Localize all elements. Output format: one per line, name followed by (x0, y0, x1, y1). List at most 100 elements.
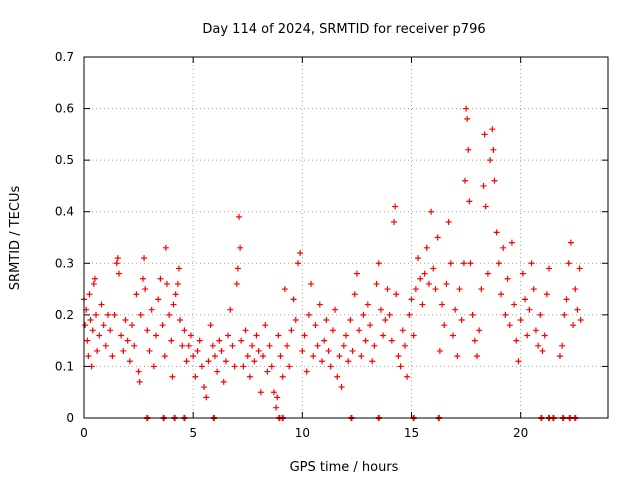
data-point (401, 342, 408, 349)
data-point (577, 317, 584, 324)
data-point (203, 394, 210, 401)
x-tick-label: 0 (80, 426, 88, 440)
data-point (297, 249, 304, 256)
data-point (214, 368, 221, 375)
data-point (86, 291, 93, 298)
data-point (537, 311, 544, 318)
data-point (572, 286, 579, 293)
data-point (461, 177, 468, 184)
data-point (417, 275, 424, 282)
data-point (452, 306, 459, 313)
data-point (445, 219, 452, 226)
data-point (312, 322, 319, 329)
data-point (207, 322, 214, 329)
data-point (201, 384, 208, 391)
data-point (543, 291, 550, 298)
data-point (84, 337, 91, 344)
data-point (464, 115, 471, 122)
data-point (436, 347, 443, 354)
axis-ticks: 0 0.1 0.2 0.3 0.4 0.5 0.6 0.7 0 5 10 15 20 (55, 50, 608, 440)
data-point (463, 105, 470, 112)
data-point (170, 301, 177, 308)
data-point (141, 255, 148, 262)
data-point (471, 337, 478, 344)
data-point (305, 311, 312, 318)
data-point (336, 353, 343, 360)
data-point (371, 342, 378, 349)
data-point (358, 353, 365, 360)
plot-frame (83, 56, 609, 419)
data-point (334, 373, 341, 380)
data-point (181, 327, 188, 334)
data-point (362, 337, 369, 344)
data-point (163, 280, 170, 287)
data-point (136, 378, 143, 385)
data-point (430, 265, 437, 272)
data-point (222, 358, 229, 365)
data-point (508, 239, 515, 246)
data-point (172, 291, 179, 298)
data-point (273, 404, 280, 411)
data-point (169, 373, 176, 380)
data-point (345, 358, 352, 365)
data-point (100, 322, 107, 329)
data-point (441, 322, 448, 329)
data-point (474, 353, 480, 360)
data-point (82, 322, 89, 329)
data-point (274, 394, 281, 401)
data-point (303, 368, 310, 375)
data-point (114, 255, 121, 262)
data-point (522, 296, 529, 303)
data-point (498, 291, 505, 298)
data-point (93, 311, 100, 318)
data-point (122, 317, 129, 324)
data-point (377, 306, 384, 313)
data-point (286, 363, 293, 370)
data-point (353, 270, 360, 277)
data-point (506, 322, 513, 329)
data-point (183, 358, 190, 365)
data-point (500, 244, 507, 251)
data-point (246, 373, 253, 380)
data-point (194, 347, 201, 354)
data-point (137, 311, 144, 318)
data-point (87, 317, 94, 324)
data-point (229, 342, 236, 349)
data-point (535, 342, 542, 349)
data-point (432, 286, 439, 293)
data-point (539, 347, 546, 354)
data-point (478, 286, 485, 293)
data-point (386, 311, 393, 318)
data-point (360, 311, 367, 318)
data-point (109, 353, 116, 360)
data-point (150, 363, 157, 370)
data-point (524, 332, 531, 339)
data-point (489, 126, 496, 133)
data-point (465, 146, 472, 153)
data-point (410, 332, 417, 339)
data-point (118, 332, 125, 339)
data-point (460, 260, 467, 267)
data-point (277, 353, 284, 360)
data-point (212, 353, 218, 360)
data-points (81, 105, 584, 421)
data-point (264, 368, 271, 375)
data-point (102, 342, 109, 349)
data-point (490, 146, 497, 153)
data-point (105, 311, 112, 318)
data-point (369, 358, 376, 365)
data-point (567, 239, 574, 246)
data-point (216, 337, 223, 344)
data-point (332, 306, 339, 313)
data-point (532, 327, 539, 334)
data-point (434, 234, 441, 241)
data-point (484, 270, 491, 277)
data-point (270, 389, 277, 396)
data-point (294, 260, 301, 267)
data-point (329, 327, 336, 334)
data-point (227, 306, 234, 313)
data-point (399, 327, 406, 334)
data-point (541, 332, 548, 339)
data-point (253, 332, 260, 339)
data-point (393, 291, 400, 298)
